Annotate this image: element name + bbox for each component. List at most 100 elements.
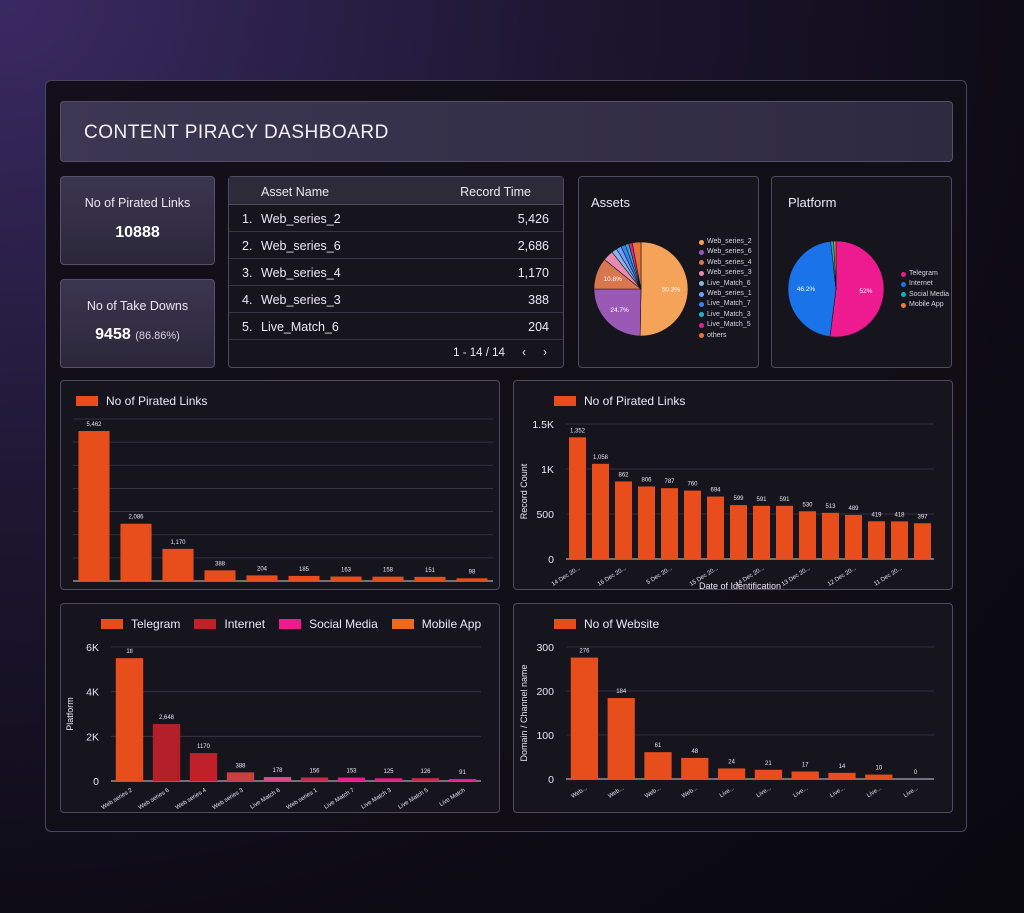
bar[interactable] [607, 698, 635, 779]
legend-dot [699, 291, 704, 297]
bar[interactable] [798, 511, 817, 559]
x-axis-label: Date of Identification [699, 581, 781, 591]
bar[interactable] [775, 505, 794, 559]
bar[interactable] [717, 768, 746, 779]
bar-value-label: 276 [579, 649, 590, 655]
bar[interactable] [681, 757, 709, 779]
bar[interactable] [204, 570, 236, 581]
bar[interactable] [683, 490, 702, 559]
legend-label: Web_series_6 [707, 248, 752, 256]
bar[interactable] [591, 463, 610, 559]
row-record-time: 5,426 [517, 212, 549, 226]
bar[interactable] [162, 548, 194, 581]
bar[interactable] [644, 752, 672, 779]
bar[interactable] [752, 505, 771, 559]
legend-swatch [554, 396, 576, 406]
legend-label: Social Media [309, 617, 378, 631]
bar[interactable] [867, 521, 886, 559]
bar[interactable] [78, 431, 110, 581]
y-tick-label: 500 [536, 509, 554, 521]
bar[interactable] [411, 778, 440, 781]
bar[interactable] [754, 769, 783, 779]
next-page-button[interactable]: › [543, 347, 547, 359]
pie-slice[interactable] [639, 241, 689, 337]
bar[interactable] [152, 724, 181, 781]
table-row[interactable]: 3. Web_series_4 1,170 [229, 259, 563, 286]
legend-label: Social Media [909, 290, 950, 298]
bar[interactable] [414, 576, 446, 581]
pie-slice-label: 46.2% [797, 286, 816, 293]
x-tick-label: Live... [866, 785, 883, 799]
bar-value-label: 806 [641, 477, 652, 483]
bar-value-label: 694 [710, 488, 721, 494]
bar[interactable] [337, 777, 366, 781]
pie-slice[interactable] [787, 240, 837, 337]
table-row[interactable]: 2. Web_series_6 2,686 [229, 232, 563, 259]
y-tick-label: 0 [93, 776, 99, 788]
pie-slice[interactable] [833, 240, 837, 290]
legend-dot [699, 301, 704, 307]
bar-value-label: 1170 [197, 744, 211, 750]
pie-slice[interactable] [593, 288, 642, 337]
table-header: Asset Name Record Time [229, 177, 563, 205]
bar[interactable] [263, 777, 292, 781]
bar-value-label: 14 [839, 764, 846, 770]
column-asset-name[interactable]: Asset Name [261, 185, 330, 199]
bar[interactable] [226, 772, 255, 781]
bar[interactable] [844, 514, 863, 559]
bar[interactable] [120, 523, 152, 581]
bar[interactable] [448, 778, 477, 781]
table-row[interactable]: 4. Web_series_3 388 [229, 286, 563, 313]
bar[interactable] [890, 521, 909, 559]
bar[interactable] [372, 576, 404, 581]
table-row[interactable]: 5. Live_Match_6 204 [229, 313, 563, 340]
bar[interactable] [637, 486, 656, 559]
bar[interactable] [288, 575, 320, 581]
bar[interactable] [568, 437, 587, 559]
legend-label: Live_Match_5 [707, 321, 751, 329]
bar[interactable] [330, 576, 362, 581]
x-tick-label: Live Match 3 [361, 787, 394, 810]
y-axis-label: Platform [65, 697, 75, 731]
column-record-time[interactable]: Record Time [460, 185, 531, 199]
legend-dot [901, 302, 906, 308]
bar-value-label: 24 [728, 759, 735, 765]
bar[interactable] [246, 575, 278, 581]
bar[interactable] [821, 512, 840, 559]
bar[interactable] [828, 772, 856, 779]
page-title: CONTENT PIRACY DASHBOARD [84, 122, 389, 143]
bar[interactable] [456, 578, 488, 581]
bar[interactable] [115, 658, 144, 781]
legend-label: Web_series_2 [707, 238, 752, 245]
x-tick-label: Live... [719, 785, 736, 799]
bar[interactable] [913, 523, 932, 559]
bar[interactable] [660, 488, 679, 559]
legend-swatch [391, 619, 414, 629]
row-record-time: 2,686 [517, 239, 549, 253]
row-asset-name: Web_series_6 [261, 239, 341, 253]
bar[interactable] [189, 753, 218, 781]
prev-page-button[interactable]: ‹ [522, 347, 526, 359]
legend-item: Telegram [101, 617, 180, 631]
y-tick-label: 300 [536, 642, 554, 654]
legend-label: Web_series_1 [707, 290, 752, 298]
bar[interactable] [865, 774, 893, 779]
bar[interactable] [374, 778, 403, 781]
bar[interactable] [706, 496, 725, 559]
bar[interactable] [729, 505, 748, 559]
bar-value-label: 489 [848, 506, 859, 512]
y-axis-label: Domain / Channel name [519, 664, 529, 761]
pie-slice[interactable] [829, 240, 885, 338]
row-index: 2. [242, 239, 253, 253]
legend-label: No of Website [584, 617, 660, 631]
legend-item: Web_series_1 [699, 289, 752, 299]
bar[interactable] [300, 777, 329, 781]
table-row[interactable]: 1. Web_series_2 5,426 [229, 205, 563, 232]
x-tick-label: Live Match 6 [250, 787, 283, 810]
bar-value-label: 1tl [126, 649, 132, 655]
bar[interactable] [614, 481, 633, 559]
pie-slice[interactable] [631, 241, 642, 290]
bar[interactable] [570, 657, 599, 779]
bar[interactable] [791, 771, 819, 779]
table-pager: 1 - 14 / 14 ‹ › [453, 347, 547, 359]
